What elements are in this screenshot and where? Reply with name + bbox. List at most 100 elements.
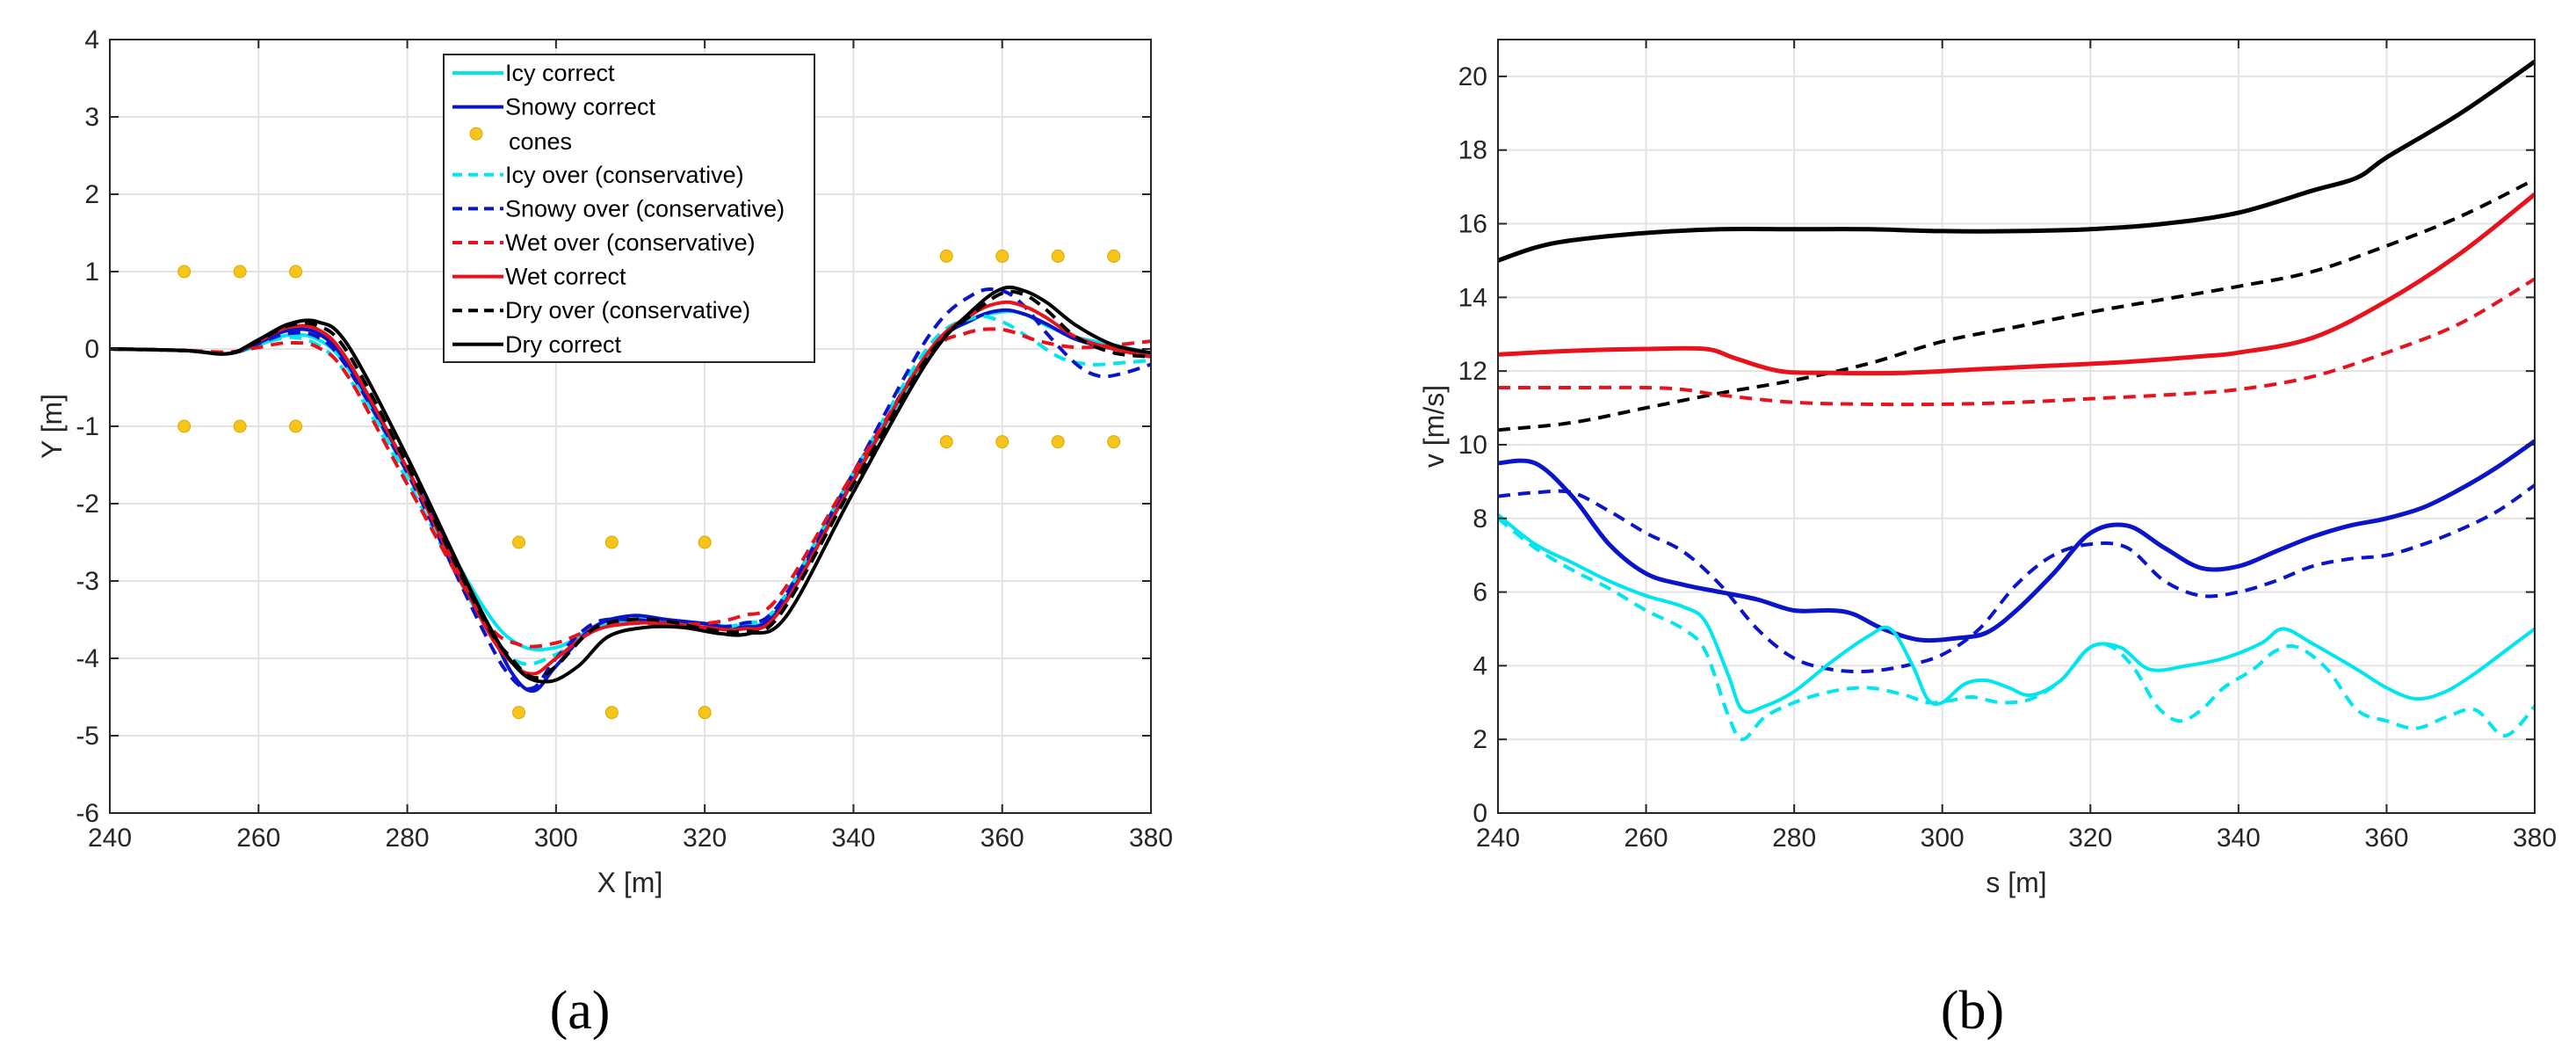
- x-tick-label: 340: [831, 824, 875, 853]
- y-tick-label: 16: [1458, 210, 1487, 239]
- series-line-dry-over-conservative: [109, 289, 1152, 680]
- series-line-icy-over-conservative: [1496, 517, 2536, 742]
- x-tick-label: 260: [236, 824, 280, 853]
- legend-marker: [469, 127, 483, 141]
- legend-entry-dry-correct: Dry correct: [452, 331, 622, 358]
- x-tick-label: 300: [1921, 824, 1965, 853]
- legend-entry-wet-over-conservative: Wet over (conservative): [452, 229, 756, 256]
- cone-marker: [512, 706, 526, 720]
- series-line-snowy-correct: [109, 308, 1152, 694]
- x-tick-label: 320: [2068, 824, 2112, 853]
- cone-marker: [604, 706, 619, 720]
- y-tick-label: 20: [1458, 62, 1487, 91]
- y-tick-label: 0: [84, 335, 99, 364]
- series-line-dry-over-conservative: [1497, 178, 2536, 432]
- legend-entry-cones: cones: [469, 127, 572, 155]
- panel-b-xlabel: s [m]: [1986, 867, 2046, 898]
- y-tick-label: 4: [84, 25, 99, 54]
- cone-marker: [233, 419, 247, 433]
- legend-entry-snowy-correct: Snowy correct: [452, 94, 656, 120]
- series-line-snowy-correct: [1497, 439, 2536, 643]
- series-line-dry-correct: [1497, 60, 2536, 263]
- panel-b-caption: (b): [1941, 981, 2004, 1041]
- legend-label: Wet over (conservative): [505, 229, 756, 256]
- legend-label: cones: [509, 128, 572, 155]
- legend-label: Snowy correct: [505, 94, 656, 120]
- y-tick-label: 2: [1473, 725, 1487, 754]
- cone-marker: [1051, 249, 1065, 263]
- cone-marker: [177, 265, 192, 279]
- y-tick-label: -3: [76, 567, 99, 596]
- x-tick-label: 360: [980, 824, 1024, 853]
- y-tick-label: -4: [76, 644, 99, 673]
- y-tick-label: -5: [76, 722, 99, 751]
- legend-label: Dry over (conservative): [505, 297, 750, 323]
- series-line-dry-correct: [109, 285, 1152, 684]
- series-line-wet-over-conservative: [1498, 277, 2536, 407]
- series-line-snowy-over-conservative: [1497, 483, 2536, 674]
- y-tick-label: 0: [1473, 799, 1487, 828]
- panel-b-plot-area: [1498, 40, 2535, 813]
- legend-entry-dry-over-conservative: Dry over (conservative): [452, 297, 750, 323]
- panel-b-axes-frame: [1497, 39, 2536, 814]
- panel-b-ticks: 240 260 280 300 320 340 360 380 0 2 4 6 8 10 12 14 16 18 2…: [1458, 40, 2557, 853]
- legend-entry-snowy-over-conservative: Snowy over (conservative): [452, 195, 785, 221]
- cone-marker: [512, 535, 526, 549]
- x-tick-label: 260: [1624, 824, 1668, 853]
- y-tick-label: 18: [1458, 136, 1487, 165]
- y-tick-label: -1: [76, 412, 99, 441]
- series-line-wet-correct: [109, 300, 1152, 676]
- y-tick-label: 3: [84, 103, 99, 132]
- legend-label: Dry correct: [505, 331, 622, 358]
- y-tick-label: 4: [1473, 651, 1487, 680]
- cone-marker: [939, 435, 953, 449]
- panel-a-caption: (a): [550, 981, 611, 1041]
- x-tick-label: 340: [2217, 824, 2261, 853]
- y-tick-label: 6: [1473, 578, 1487, 607]
- x-tick-label: 280: [1772, 824, 1816, 853]
- panel-a-xlabel: X [m]: [597, 867, 663, 898]
- panel-a-legend-box: [443, 54, 815, 363]
- cone-marker: [289, 265, 303, 279]
- cone-marker: [698, 535, 712, 549]
- x-tick-label: 380: [2513, 824, 2557, 853]
- panel-b-chart: 240 260 280 300 320 340 360 380 0 2 4 6 8 10 12 14 16 18 2…: [1418, 39, 2557, 1041]
- cone-marker: [289, 419, 303, 433]
- panel-b-ylabel: v [m/s]: [1418, 385, 1450, 468]
- cone-marker: [1107, 435, 1121, 449]
- x-tick-label: 320: [683, 824, 727, 853]
- cone-marker: [1051, 435, 1065, 449]
- legend-entry-icy-over-conservative: Icy over (conservative): [452, 162, 744, 188]
- y-tick-label: 12: [1458, 357, 1487, 386]
- cone-marker: [995, 249, 1009, 263]
- series-line-wet-correct: [1497, 192, 2536, 376]
- cone-marker: [233, 265, 247, 279]
- legend-entry-icy-correct: Icy correct: [452, 60, 615, 86]
- legend-label: Icy correct: [505, 60, 615, 86]
- x-tick-label: 280: [386, 824, 430, 853]
- x-tick-label: 300: [534, 824, 578, 853]
- x-tick-label: 240: [1476, 824, 1520, 853]
- y-tick-label: 14: [1458, 283, 1487, 312]
- y-tick-label: 1: [84, 258, 99, 287]
- cone-marker: [1107, 249, 1121, 263]
- x-tick-label: 240: [88, 824, 132, 853]
- y-tick-label: 10: [1458, 431, 1487, 460]
- panel-a-ylabel: Y [m]: [36, 394, 68, 459]
- legend-entry-wet-correct: Wet correct: [452, 264, 626, 290]
- panel-a-legend: Icy correct Snowy correct cones Icy over (c…: [443, 54, 815, 363]
- cone-marker: [177, 419, 192, 433]
- series-line-icy-correct: [1496, 513, 2536, 715]
- panel-b-series: [1496, 60, 2536, 742]
- y-tick-label: 8: [1473, 505, 1487, 534]
- panel-a-series: [109, 249, 1152, 720]
- legend-label: Snowy over (conservative): [505, 195, 785, 221]
- y-tick-label: -2: [76, 490, 99, 519]
- cone-marker: [995, 435, 1009, 449]
- cone-marker: [939, 249, 953, 263]
- y-tick-label: 2: [84, 180, 99, 209]
- x-tick-label: 360: [2364, 824, 2408, 853]
- panel-a-chart: 240 260 280 300 320 340 360 380 -6 -5 -4 -3 -2 -1 0 1 2 3…: [36, 25, 1173, 1041]
- legend-label: Wet correct: [505, 264, 626, 290]
